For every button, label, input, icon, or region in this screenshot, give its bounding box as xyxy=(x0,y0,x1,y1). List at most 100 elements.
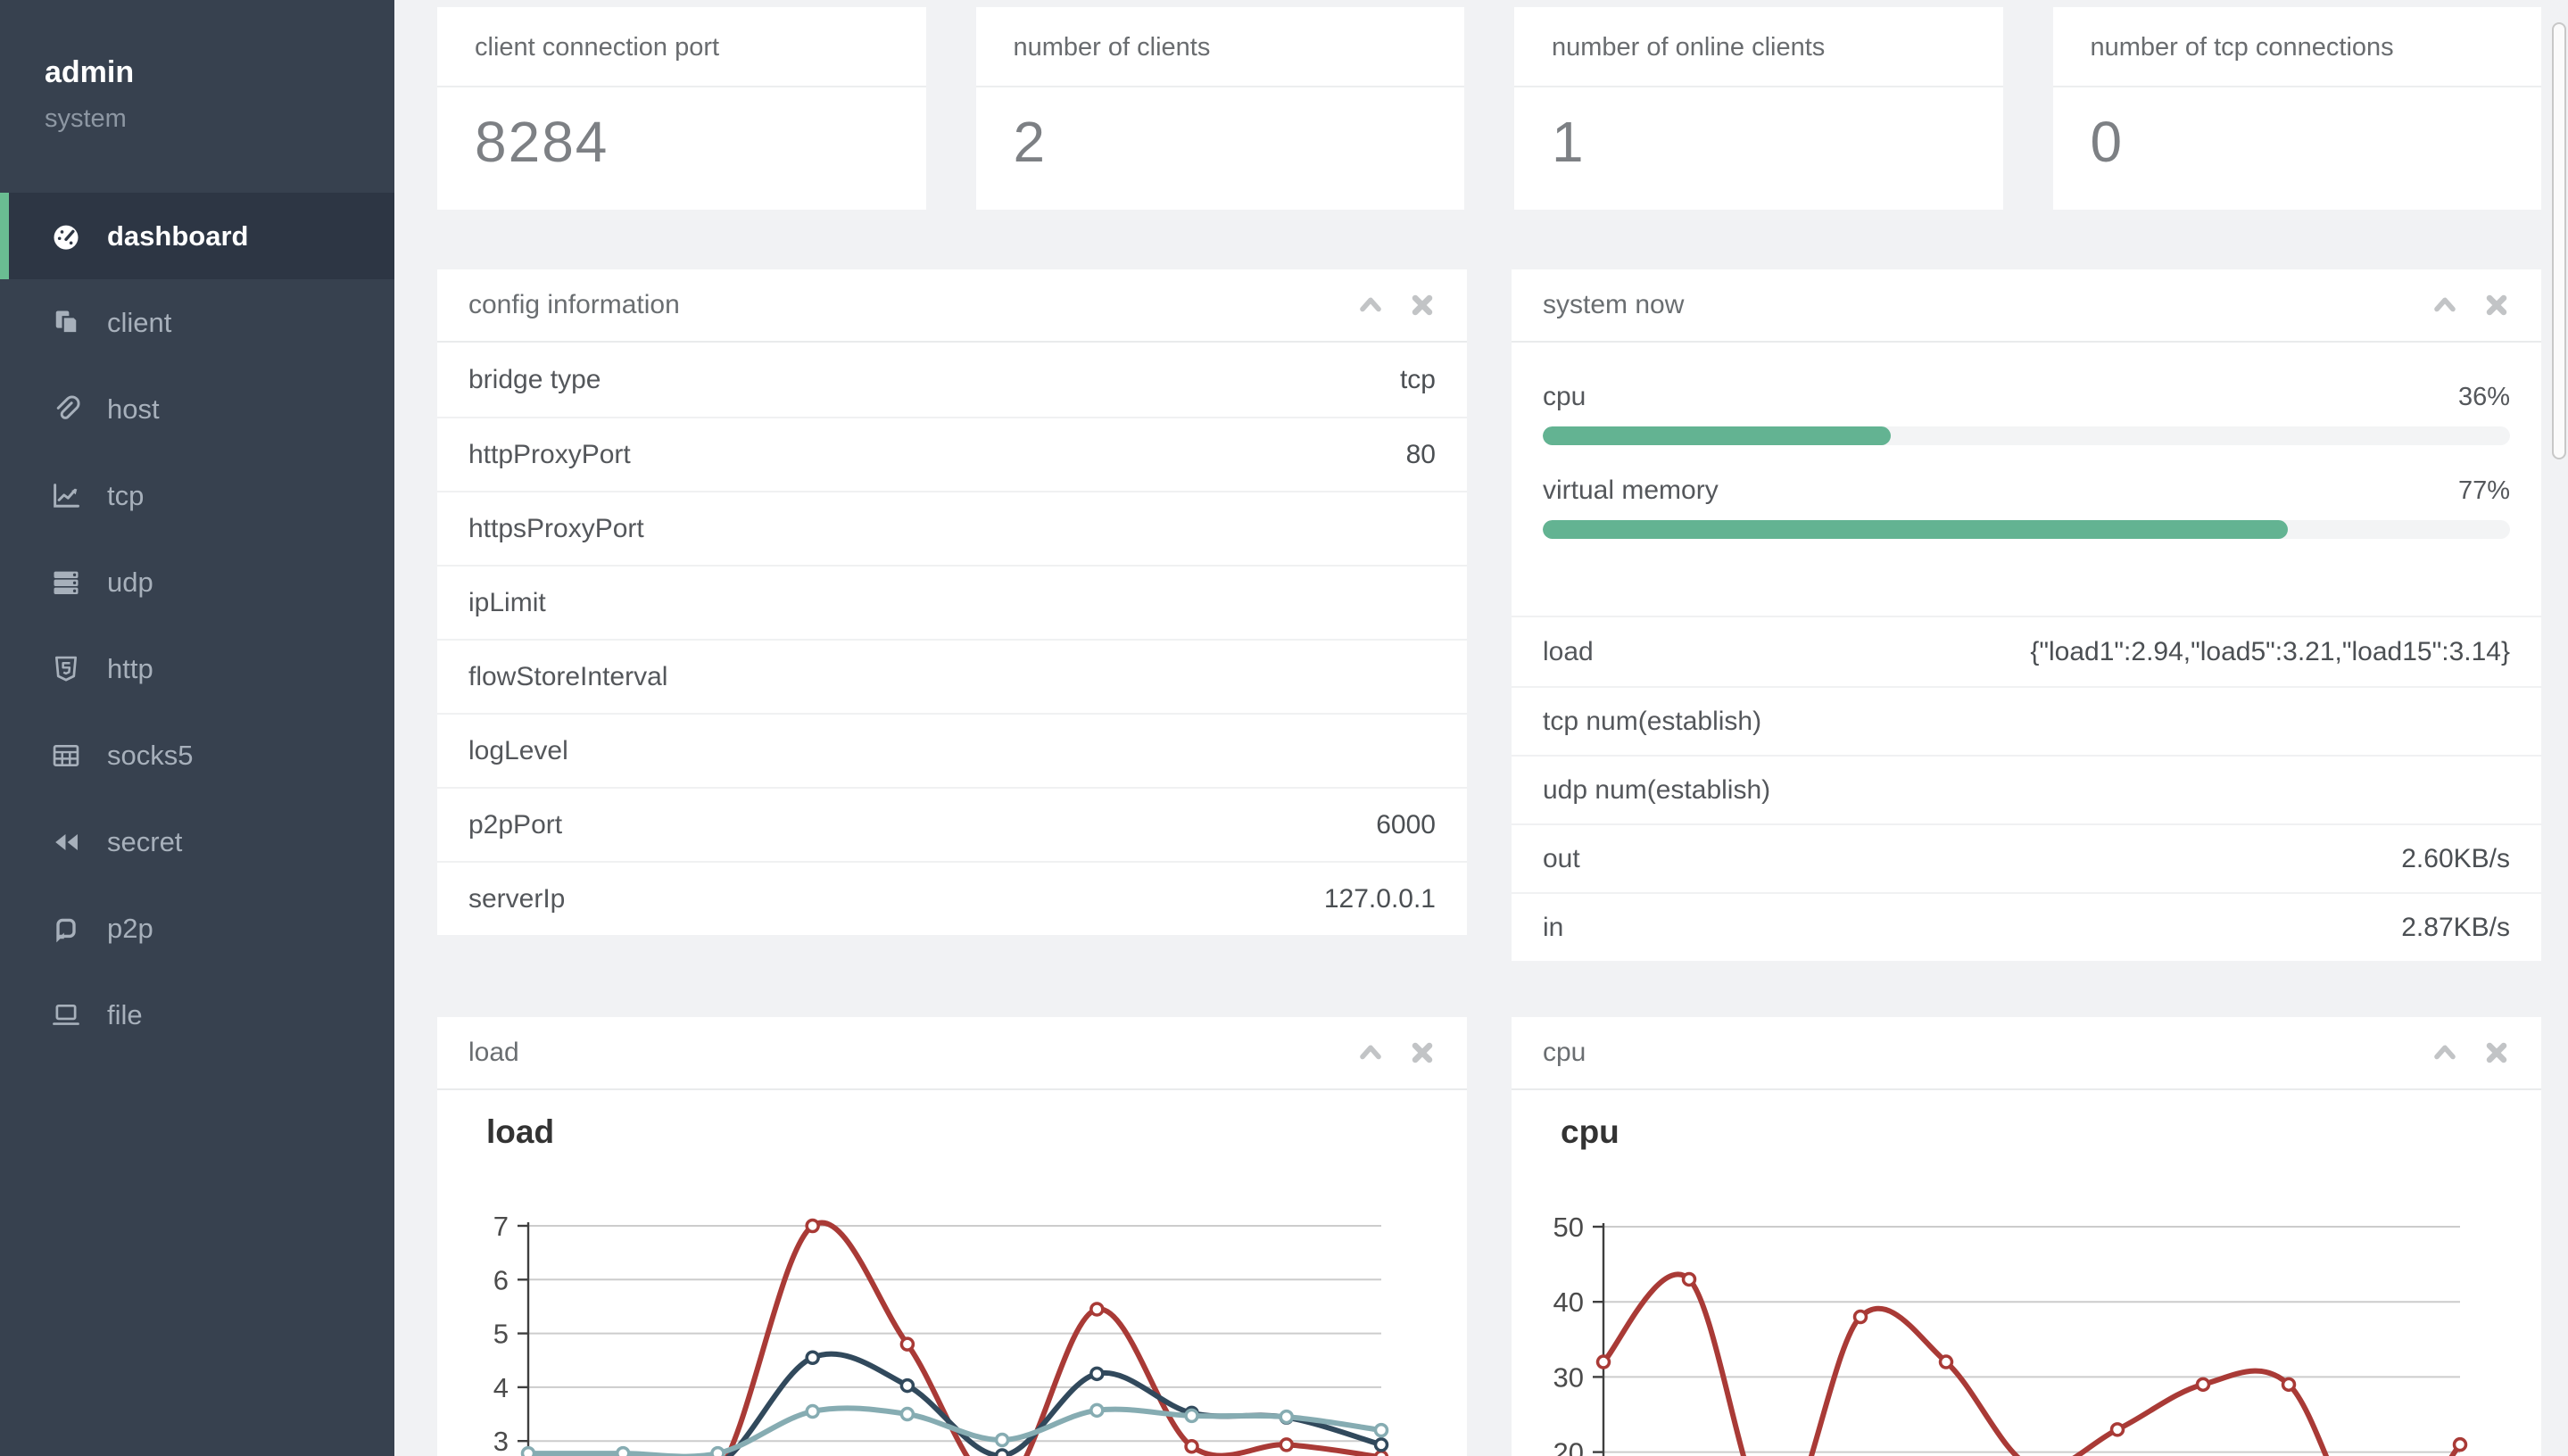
panel-title: system now xyxy=(1543,290,1685,319)
panel-title: load xyxy=(468,1038,519,1067)
sidebar-item-dashboard[interactable]: dashboard xyxy=(0,193,394,279)
load-line-chart: 7 6 5 4 3 xyxy=(493,1211,1389,1456)
progress-fill xyxy=(1543,520,2288,539)
sidebar-item-udp[interactable]: udp xyxy=(0,539,394,625)
file-icon xyxy=(50,999,82,1031)
row-value: tcp xyxy=(1399,364,1436,394)
sidebar: admin system dashboard client host tcp u… xyxy=(0,0,394,1456)
svg-text:50: 50 xyxy=(1553,1212,1584,1243)
info-row: out 2.60KB/s xyxy=(1512,823,2541,892)
svg-text:7: 7 xyxy=(493,1211,509,1242)
stat-card-title: client connection port xyxy=(437,7,926,87)
host-icon xyxy=(50,393,82,426)
row-value: {"load1":2.94,"load5":3.21,"load15":3.14… xyxy=(2030,636,2510,666)
info-row: tcp num(establish) xyxy=(1512,686,2541,755)
main-content: client connection port 8284 number of cl… xyxy=(394,0,2568,1456)
system-panel-header[interactable]: system now xyxy=(1512,269,2541,343)
collapse-icon[interactable] xyxy=(1354,289,1387,321)
cpu-line-chart: 50 40 30 20 xyxy=(1553,1212,2468,1456)
info-row: serverIp 127.0.0.1 xyxy=(437,861,1467,935)
stat-card-value: 1 xyxy=(1552,110,1586,174)
http-icon xyxy=(50,653,82,685)
row-value: 127.0.0.1 xyxy=(1323,883,1436,914)
info-panels-row: config information bridge type tcp httpP… xyxy=(437,269,2541,961)
info-row: flowStoreInterval xyxy=(437,639,1467,713)
cpu-panel-header[interactable]: cpu xyxy=(1512,1017,2541,1090)
config-rows: bridge type tcp httpProxyPort 80 httpsPr… xyxy=(437,343,1467,935)
sidebar-item-http[interactable]: http xyxy=(0,625,394,712)
cpu-chart-panel: cpu cpu 50 40 30 20 xyxy=(1512,1017,2541,1456)
svg-text:20: 20 xyxy=(1553,1437,1584,1456)
row-label: p2pPort xyxy=(468,809,563,840)
collapse-icon[interactable] xyxy=(2429,1037,2461,1069)
info-row: logLevel xyxy=(437,713,1467,787)
gauge-percent: 36% xyxy=(2457,383,2510,411)
row-value: 2.60KB/s xyxy=(2401,843,2510,873)
panel-title: config information xyxy=(468,290,680,319)
sidebar-item-secret[interactable]: secret xyxy=(0,798,394,885)
row-label: out xyxy=(1543,843,1580,873)
row-label: httpProxyPort xyxy=(468,439,631,469)
progress-bar xyxy=(1543,426,2510,445)
svg-text:30: 30 xyxy=(1553,1361,1584,1393)
svg-text:4: 4 xyxy=(493,1372,509,1403)
close-icon[interactable] xyxy=(1406,1037,1438,1069)
scrollbar-thumb[interactable] xyxy=(2552,22,2566,459)
close-icon[interactable] xyxy=(2481,289,2513,321)
config-panel: config information bridge type tcp httpP… xyxy=(437,269,1467,935)
socks5-icon xyxy=(50,740,82,772)
close-icon[interactable] xyxy=(2481,1037,2513,1069)
info-row: load {"load1":2.94,"load5":3.21,"load15"… xyxy=(1512,617,2541,686)
row-label: tcp num(establish) xyxy=(1543,706,1762,736)
close-icon[interactable] xyxy=(1406,289,1438,321)
stat-card: number of tcp connections 0 xyxy=(2052,7,2541,210)
info-row: udp num(establish) xyxy=(1512,755,2541,823)
stat-card: number of clients 2 xyxy=(975,7,1464,210)
info-row: httpsProxyPort xyxy=(437,491,1467,565)
collapse-icon[interactable] xyxy=(2429,289,2461,321)
stat-card-title: number of tcp connections xyxy=(2052,7,2541,87)
gauge: virtual memory 77% xyxy=(1543,476,2510,539)
user-block: admin system xyxy=(0,0,394,134)
sidebar-item-host[interactable]: host xyxy=(0,366,394,452)
info-row: bridge type tcp xyxy=(437,343,1467,417)
config-panel-header[interactable]: config information xyxy=(437,269,1467,343)
sidebar-item-tcp[interactable]: tcp xyxy=(0,452,394,539)
load-chart-panel: load load 7 6 5 4 3 xyxy=(437,1017,1467,1456)
tcp-icon xyxy=(50,480,82,512)
row-value: 6000 xyxy=(1376,809,1436,840)
sidebar-item-p2p[interactable]: p2p xyxy=(0,885,394,972)
system-now-panel: system now cpu 36% virtual memory 77% lo… xyxy=(1512,269,2541,961)
info-row: ipLimit xyxy=(437,565,1467,639)
p2p-icon xyxy=(50,913,82,945)
chart-title: load xyxy=(486,1113,555,1150)
udp-icon xyxy=(50,567,82,599)
system-gauges: cpu 36% virtual memory 77% xyxy=(1512,343,2541,616)
sidebar-item-client[interactable]: client xyxy=(0,279,394,366)
sidebar-nav: dashboard client host tcp udp http socks… xyxy=(0,193,394,1058)
stat-card-title: number of online clients xyxy=(1514,7,2003,87)
stat-card-value: 2 xyxy=(1013,110,1048,174)
info-row: p2pPort 6000 xyxy=(437,787,1467,861)
collapse-icon[interactable] xyxy=(1354,1037,1387,1069)
sidebar-item-file[interactable]: file xyxy=(0,972,394,1058)
svg-text:3: 3 xyxy=(493,1426,509,1456)
load-panel-header[interactable]: load xyxy=(437,1017,1467,1090)
row-label: udp num(establish) xyxy=(1543,774,1771,805)
row-label: in xyxy=(1543,912,1564,942)
sidebar-item-socks5[interactable]: socks5 xyxy=(0,712,394,798)
progress-bar xyxy=(1543,520,2510,539)
row-label: httpsProxyPort xyxy=(468,513,644,543)
svg-text:5: 5 xyxy=(493,1319,509,1350)
stat-card: number of online clients 1 xyxy=(1514,7,2003,210)
chart-panels-row: load load 7 6 5 4 3 cpu cpu 50 4 xyxy=(437,1017,2541,1456)
stat-card: client connection port 8284 xyxy=(437,7,926,210)
row-label: logLevel xyxy=(468,735,568,765)
client-icon xyxy=(50,307,82,339)
info-row: httpProxyPort 80 xyxy=(437,417,1467,491)
user-role: system xyxy=(45,104,127,133)
gauge-percent: 77% xyxy=(2457,476,2510,505)
row-label: load xyxy=(1543,636,1594,666)
gauge: cpu 36% xyxy=(1543,382,2510,445)
cpu-chart: cpu 50 40 30 20 xyxy=(1512,1090,2541,1456)
